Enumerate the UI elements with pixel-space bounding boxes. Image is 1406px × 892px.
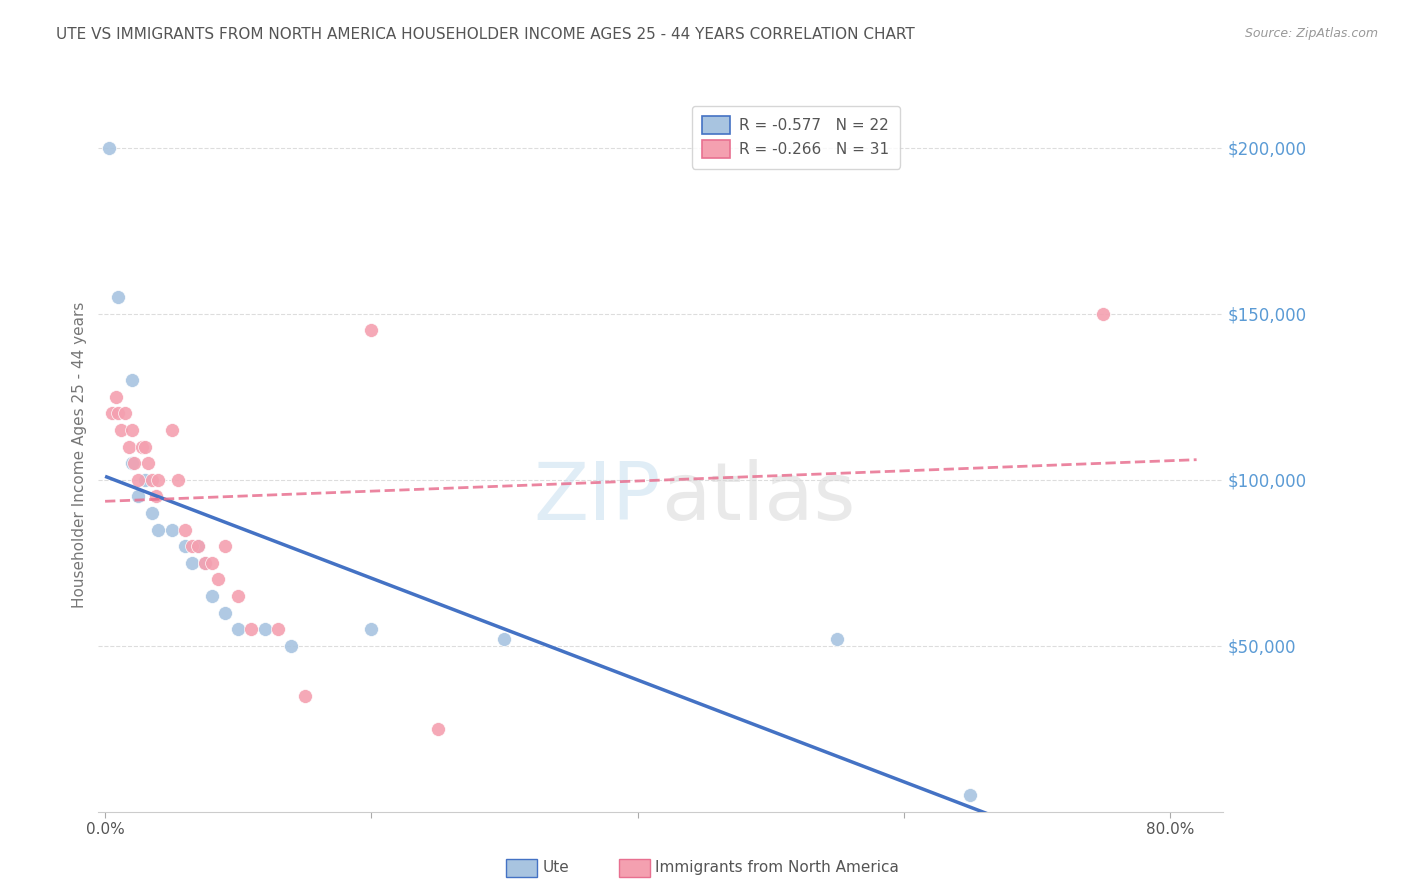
Point: [194, 556, 217, 570]
Point: [825, 632, 848, 647]
Point: [121, 373, 143, 387]
Point: [200, 556, 222, 570]
Point: [98, 141, 121, 155]
Point: [160, 423, 183, 437]
Text: Source: ZipAtlas.com: Source: ZipAtlas.com: [1244, 27, 1378, 40]
Text: Ute: Ute: [543, 861, 569, 875]
Point: [141, 506, 163, 520]
Legend: R = -0.577   N = 22, R = -0.266   N = 31: R = -0.577 N = 22, R = -0.266 N = 31: [692, 106, 900, 169]
Point: [174, 523, 197, 537]
Point: [118, 440, 141, 454]
Point: [148, 473, 170, 487]
Point: [253, 622, 276, 636]
Point: [240, 622, 263, 636]
Point: [121, 423, 143, 437]
Point: [207, 573, 229, 587]
Point: [100, 406, 122, 420]
Point: [114, 406, 136, 420]
Point: [194, 556, 217, 570]
Point: [134, 440, 156, 454]
Point: [136, 456, 159, 470]
Point: [148, 523, 170, 537]
Point: [134, 473, 156, 487]
Point: [124, 456, 146, 470]
Point: [174, 539, 197, 553]
Point: [959, 788, 981, 802]
Point: [180, 539, 202, 553]
Point: [107, 406, 129, 420]
Point: [280, 639, 302, 653]
Point: [121, 456, 143, 470]
Point: [360, 323, 382, 337]
Point: [214, 539, 236, 553]
Point: [360, 622, 382, 636]
Point: [494, 632, 516, 647]
Point: [226, 622, 249, 636]
Text: UTE VS IMMIGRANTS FROM NORTH AMERICA HOUSEHOLDER INCOME AGES 25 - 44 YEARS CORRE: UTE VS IMMIGRANTS FROM NORTH AMERICA HOU…: [56, 27, 915, 42]
Point: [145, 490, 167, 504]
Point: [104, 390, 127, 404]
Point: [1092, 307, 1115, 321]
Point: [141, 473, 163, 487]
Point: [214, 606, 236, 620]
Point: [426, 722, 449, 736]
Point: [200, 589, 222, 603]
Point: [226, 589, 249, 603]
Point: [187, 539, 209, 553]
Point: [187, 539, 209, 553]
Text: ZIP: ZIP: [533, 458, 661, 537]
Text: Immigrants from North America: Immigrants from North America: [655, 861, 898, 875]
Point: [107, 290, 129, 304]
Point: [294, 689, 316, 703]
Point: [267, 622, 290, 636]
Y-axis label: Householder Income Ages 25 - 44 years: Householder Income Ages 25 - 44 years: [72, 301, 87, 608]
Point: [127, 490, 149, 504]
Point: [127, 473, 149, 487]
Point: [167, 473, 190, 487]
Point: [160, 523, 183, 537]
Point: [110, 423, 132, 437]
Text: atlas: atlas: [661, 458, 855, 537]
Point: [131, 440, 153, 454]
Point: [180, 556, 202, 570]
